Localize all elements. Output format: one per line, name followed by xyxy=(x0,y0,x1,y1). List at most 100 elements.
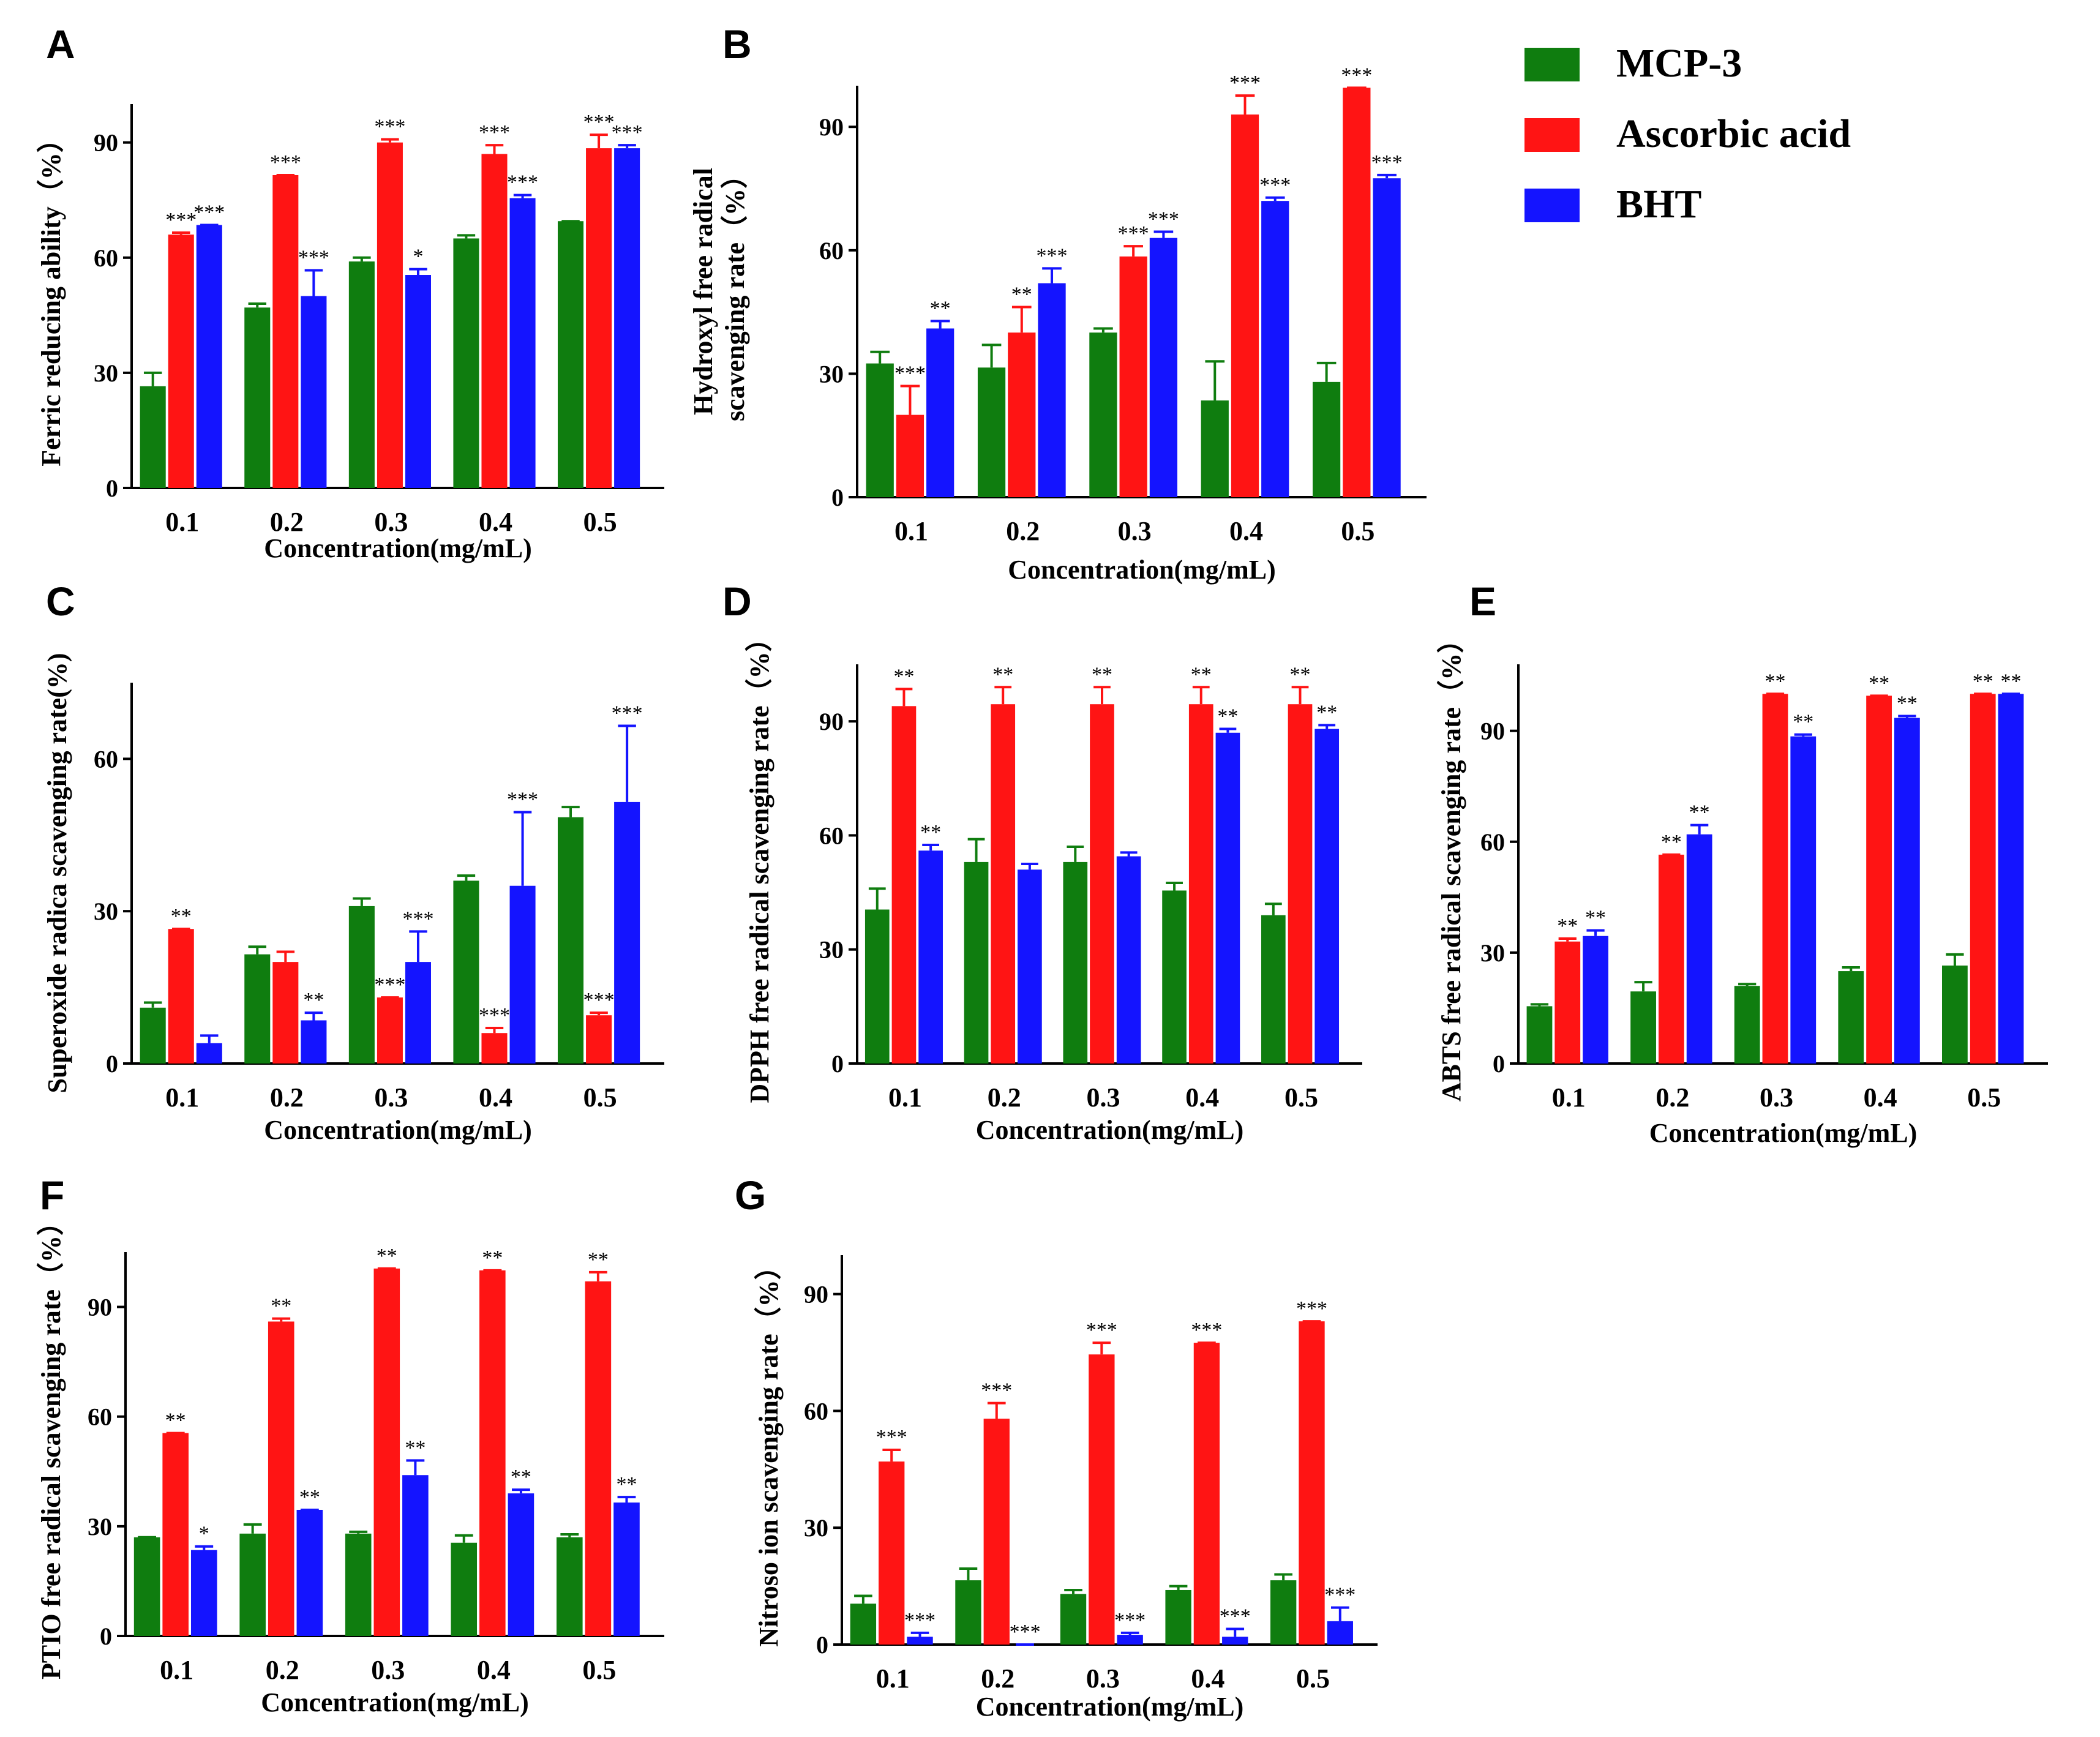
bar-ascorbic-acid xyxy=(896,415,924,497)
bar-ascorbic-acid xyxy=(586,1015,612,1064)
y-tick-label: 30 xyxy=(1480,939,1505,967)
significance-label: *** xyxy=(1324,1584,1356,1607)
bar-ascorbic-acid xyxy=(373,1268,400,1636)
bar-bht xyxy=(405,962,431,1064)
panel-label-d: D xyxy=(722,579,752,624)
bar-bht xyxy=(1583,936,1608,1064)
significance-label: ** xyxy=(992,663,1013,686)
x-tick-label: 0.1 xyxy=(165,1082,199,1112)
bar-ascorbic-acid xyxy=(1866,696,1892,1064)
significance-label: *** xyxy=(507,788,538,811)
significance-label: ** xyxy=(1290,663,1311,686)
significance-label: ** xyxy=(1092,663,1112,686)
bar-mcp-3 xyxy=(955,1580,981,1645)
bar-mcp-3 xyxy=(864,909,890,1064)
bar-ascorbic-acid xyxy=(1762,694,1788,1064)
bar-mcp-3 xyxy=(451,1542,478,1636)
bar-bht xyxy=(196,225,222,488)
x-tick-label: 0.3 xyxy=(374,507,408,537)
significance-label: *** xyxy=(1148,208,1179,231)
x-tick-label: 0.3 xyxy=(371,1655,405,1685)
significance-label: ** xyxy=(1217,705,1238,728)
x-tick-label: 0.5 xyxy=(1967,1082,2001,1112)
x-tick-label: 0.4 xyxy=(479,1082,512,1112)
significance-label: ** xyxy=(1585,907,1606,929)
bar-ascorbic-acid xyxy=(1970,694,1996,1064)
x-tick-label: 0.3 xyxy=(1086,1664,1120,1694)
bar-ascorbic-acid xyxy=(268,1321,294,1636)
significance-label: *** xyxy=(904,1609,936,1632)
significance-label: ** xyxy=(893,665,914,688)
bar-bht xyxy=(1373,178,1401,497)
y-axis-title-f: PTIO free radical scavenging rate（%） xyxy=(36,1209,66,1679)
x-tick-label: 0.4 xyxy=(1185,1082,1219,1112)
y-tick-label: 90 xyxy=(804,1281,828,1308)
legend: MCP-3 Ascorbic acid BHT xyxy=(1524,41,1851,227)
panel-label-e: E xyxy=(1469,579,1496,624)
bar-bht xyxy=(1117,1635,1143,1645)
x-tick-label: 0.5 xyxy=(1341,516,1374,546)
y-tick-label: 90 xyxy=(819,708,844,735)
x-tick-label: 0.2 xyxy=(270,1082,304,1112)
bar-ascorbic-acid xyxy=(1658,854,1684,1064)
y-axis-title-d: DPPH free radical scavenging rate（%） xyxy=(744,625,774,1103)
bar-ascorbic-acid xyxy=(1231,114,1259,498)
bar-mcp-3 xyxy=(1270,1580,1297,1645)
bar-ascorbic-acid xyxy=(1193,1343,1220,1645)
bar-bht xyxy=(1222,1637,1248,1645)
significance-label: ** xyxy=(1011,283,1032,306)
x-tick-label: 0.4 xyxy=(477,1655,511,1685)
significance-label: *** xyxy=(402,907,433,930)
significance-label: ** xyxy=(303,989,324,1011)
significance-label: ** xyxy=(1316,701,1337,724)
y-tick-label: 0 xyxy=(106,475,118,502)
significance-label: ** xyxy=(1793,711,1813,733)
significance-label: *** xyxy=(374,974,405,996)
significance-label: *** xyxy=(507,171,538,194)
bar-mcp-3 xyxy=(850,1604,877,1645)
significance-label: *** xyxy=(298,246,329,269)
bar-bht xyxy=(509,198,536,488)
x-tick-label: 0.5 xyxy=(583,507,617,537)
bar-ascorbic-acid xyxy=(1299,1321,1325,1645)
significance-label: ** xyxy=(1191,663,1212,686)
significance-label: ** xyxy=(1869,672,1889,694)
y-tick-label: 60 xyxy=(819,822,844,849)
bar-bht xyxy=(918,850,943,1064)
bar-mcp-3 xyxy=(1162,890,1187,1064)
y-tick-label: 60 xyxy=(804,1397,828,1425)
significance-label: ** xyxy=(377,1245,397,1267)
panel-g: G 0 30 60 90 0.1 *** *** 0.2 *** *** 0.3 *** *** 0.4 **… xyxy=(735,1172,1378,1722)
x-axis-title-b: Concentration(mg/mL) xyxy=(1008,555,1276,585)
significance-label: ** xyxy=(2000,670,2021,692)
significance-label: *** xyxy=(876,1426,907,1449)
y-tick-label: 60 xyxy=(819,237,844,264)
bar-mcp-3 xyxy=(1734,986,1760,1064)
significance-label: ** xyxy=(171,905,192,928)
x-tick-label: 0.4 xyxy=(1191,1664,1224,1694)
significance-label: * xyxy=(413,246,423,268)
y-tick-label: 90 xyxy=(94,129,118,157)
bar-ascorbic-acid xyxy=(879,1461,905,1645)
panel-label-f: F xyxy=(40,1172,64,1218)
bar-bht xyxy=(196,1043,222,1064)
significance-label: *** xyxy=(479,121,510,144)
significance-label: *** xyxy=(583,989,615,1011)
panel-label-c: C xyxy=(46,579,75,624)
significance-label: ** xyxy=(616,1473,637,1496)
x-tick-label: 0.2 xyxy=(1656,1082,1689,1112)
significance-label: ** xyxy=(405,1436,426,1459)
x-tick-label: 0.2 xyxy=(270,507,304,537)
bar-mcp-3 xyxy=(453,880,479,1064)
significance-label: ** xyxy=(1897,692,1918,715)
significance-label: *** xyxy=(1229,72,1261,94)
significance-label: *** xyxy=(1037,244,1068,267)
significance-label: *** xyxy=(193,201,225,224)
bar-ascorbic-acid xyxy=(1008,332,1036,497)
y-tick-label: 30 xyxy=(819,936,844,964)
y-tick-label: 60 xyxy=(1480,828,1505,856)
x-tick-label: 0.1 xyxy=(165,507,199,537)
bar-mcp-3 xyxy=(977,367,1006,497)
significance-label: *** xyxy=(1191,1319,1222,1341)
